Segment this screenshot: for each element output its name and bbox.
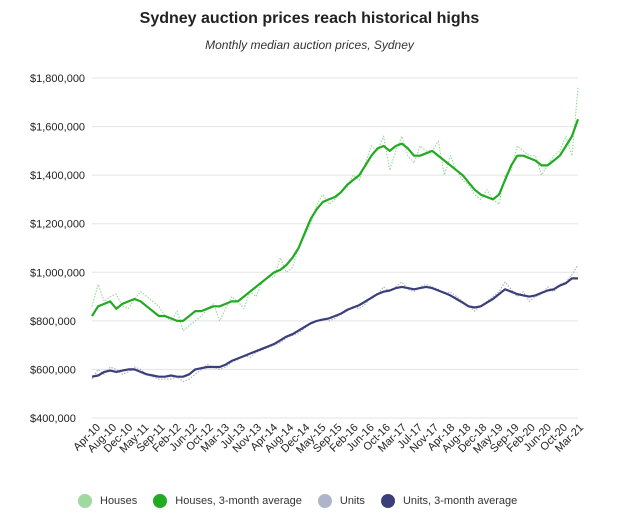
legend-item-houses-avg[interactable]: Houses, 3-month average (153, 494, 302, 508)
legend-swatch-houses-avg (153, 494, 168, 508)
legend-swatch-units (317, 494, 332, 508)
legend-item-units[interactable]: Units (317, 494, 365, 508)
x-axis: Apr-10Aug-10Dec-10May-11Sep-11Feb-12Jun-… (71, 422, 586, 456)
chart-subtitle: Monthly median auction prices, Sydney (205, 38, 414, 52)
y-axis: $1,800,000 $1,600,000 $1,400,000 $1,200,000… (30, 73, 85, 425)
series-lines (91, 87, 580, 383)
gridlines (92, 77, 578, 419)
y-tick-label: $400,000 (30, 413, 76, 425)
series-line-units (91, 264, 579, 383)
y-tick-label: $1,000,000 (30, 267, 85, 279)
y-tick-label: $600,000 (30, 364, 76, 376)
legend-label-units-avg: Units, 3-month average (402, 495, 518, 507)
legend-item-units-avg[interactable]: Units, 3-month average (380, 494, 518, 508)
y-tick-label: $1,800,000 (30, 73, 85, 85)
y-tick-label: $1,600,000 (30, 122, 85, 134)
legend-swatch-units-avg (380, 494, 395, 508)
legend-label-houses-avg: Houses, 3-month average (175, 495, 302, 507)
y-tick-label: $800,000 (30, 316, 76, 328)
series-line-houses-3-month-average (91, 118, 580, 322)
legend-swatch-houses (78, 494, 92, 508)
y-tick-label: $1,200,000 (30, 219, 85, 231)
legend-item-houses[interactable]: Houses (78, 494, 137, 508)
chart-title: Sydney auction prices reach historical h… (139, 10, 480, 27)
legend-label-units: Units (339, 495, 365, 507)
y-tick-label: $1,400,000 (30, 170, 85, 182)
legend: Houses Houses, 3-month average Units Uni… (78, 494, 523, 508)
series-line-houses (91, 87, 579, 332)
legend-label-houses: Houses (100, 495, 138, 507)
series-line-units-3-month-average (91, 277, 578, 378)
